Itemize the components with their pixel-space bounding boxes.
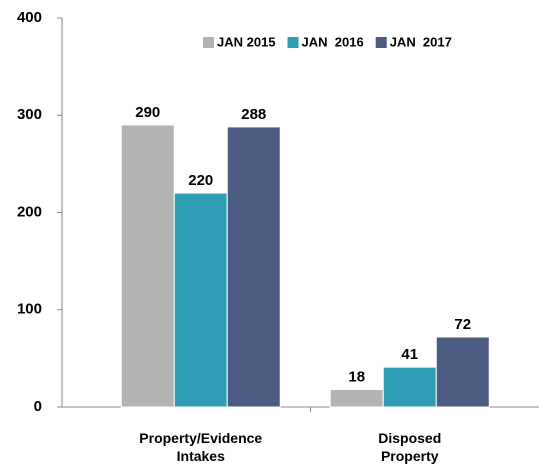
legend-swatch [375,37,387,48]
y-tick-label: 200 [17,203,42,220]
bar [382,366,437,408]
legend-label: JAN 2016 [302,34,364,49]
x-tick-label: Disposed Property [378,430,442,464]
bar [435,336,490,408]
value-label: 290 [135,104,160,121]
value-label: 72 [454,316,471,333]
legend-label: JAN 2017 [390,34,452,49]
bar [329,388,384,408]
y-tick-label: 400 [17,9,42,26]
x-tick-label: Property/Evidence Intakes [139,430,263,464]
value-label: 220 [188,172,213,189]
value-label: 18 [348,368,365,385]
bar [120,124,175,408]
y-tick-label: 300 [17,106,42,123]
y-tick-label: 100 [17,301,42,318]
legend-label: JAN 2015 [217,34,276,49]
legend-swatch [287,37,299,48]
value-label: 288 [241,106,266,123]
y-tick-label: 0 [34,398,42,415]
bar [226,126,281,408]
value-label: 41 [401,346,418,363]
legend-swatch [203,37,214,48]
bar [173,192,228,408]
